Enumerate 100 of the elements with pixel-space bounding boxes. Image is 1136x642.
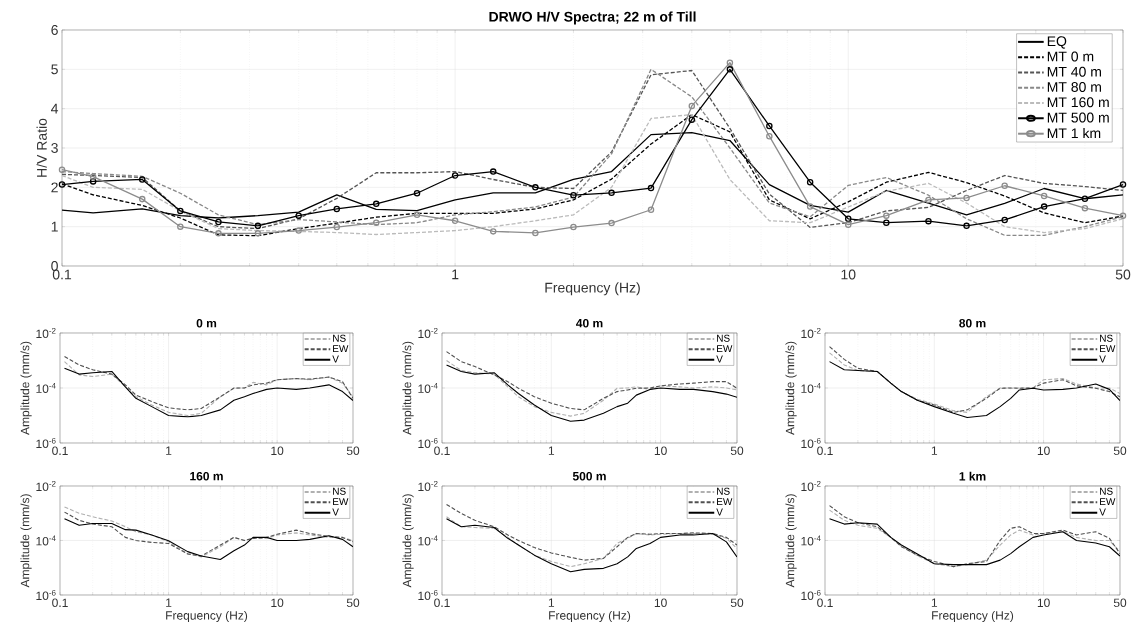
x-tick-label: 10 [1037, 598, 1050, 608]
point [215, 230, 222, 237]
x-axis-title: Frequency (Hz) [166, 610, 248, 623]
legend-label: V [1099, 508, 1106, 516]
y-tick-label: 10$^{-2}$ [418, 327, 438, 339]
legend-label: EW [1100, 345, 1116, 353]
legend-label: MT 500 m [1047, 112, 1109, 123]
y-axis-title: Amplitude (mm/s) [20, 341, 32, 435]
x-tick-label: 10 [271, 598, 284, 608]
x-tick-label: 50 [730, 598, 744, 608]
x-axis-title: Frequency (Hz) [932, 610, 1014, 623]
point [726, 66, 734, 73]
point [963, 222, 970, 230]
point [138, 176, 146, 183]
x-tick-label: 0.1 [817, 598, 833, 608]
point [883, 212, 890, 219]
x-tick-label: 50 [346, 446, 360, 456]
legend-label: MT 80 m [1047, 82, 1101, 92]
x-tick-label: 10 [654, 446, 667, 456]
y-tick-label: 10$^{-4}$ [801, 535, 821, 546]
point [925, 217, 932, 225]
point [413, 189, 421, 197]
y-tick-label: 10$^{-2}$ [418, 480, 438, 492]
y-tick-label: 10$^{-2}$ [801, 327, 821, 339]
y-tick-label: 10$^{-4}$ [36, 535, 56, 546]
legend-label: V [332, 508, 339, 516]
point [138, 195, 146, 203]
chart-title: 1 km [959, 471, 986, 481]
legend-label: MT 160 m [1047, 97, 1109, 108]
x-tick-label: 50 [1113, 446, 1127, 456]
chart-title: 160 m [190, 471, 223, 481]
chart-title: 500 m [572, 471, 606, 481]
y-tick-label: 10$^{-2}$ [36, 480, 56, 492]
point [1040, 192, 1048, 200]
y-tick-label: 10$^{-4}$ [418, 535, 438, 546]
legend-label: NS [1100, 487, 1113, 495]
point [532, 184, 539, 191]
point [608, 219, 615, 227]
y-tick-label: 10$^{-2}$ [801, 480, 821, 492]
point [177, 207, 184, 215]
y-tick-label: 4 [51, 103, 59, 114]
point [1001, 216, 1008, 224]
y-tick-label: 2 [51, 182, 58, 193]
point [806, 178, 814, 186]
legend-label: MT 40 m [1047, 66, 1101, 77]
point [1081, 204, 1089, 212]
point [1081, 195, 1089, 202]
x-tick-label: 0.1 [52, 269, 72, 280]
x-tick-label: 50 [1113, 598, 1127, 608]
y-tick-label: 3 [51, 143, 58, 153]
y-axis-title: Amplitude (mm/s) [402, 494, 414, 588]
point [1040, 203, 1048, 210]
legend-label: V [332, 355, 339, 363]
legend-label: NS [717, 487, 730, 495]
legend-label: V [716, 508, 723, 516]
point [489, 168, 497, 175]
legend-label: NS [333, 334, 346, 342]
point [1001, 182, 1008, 189]
legend-label: V [716, 355, 723, 363]
legend-label: NS [1100, 334, 1113, 342]
point [451, 217, 459, 225]
chart-title: DRWO H/V Spectra; 22 m of Till [489, 11, 696, 25]
x-tick-label: 1 [931, 598, 938, 607]
point [883, 219, 890, 226]
y-axis-title: Amplitude (mm/s) [402, 341, 414, 435]
point [608, 189, 615, 197]
x-tick-label: 10 [654, 598, 667, 608]
x-tick-label: 10 [271, 446, 284, 456]
point [647, 184, 655, 192]
y-tick-label: 10$^{-2}$ [36, 327, 56, 339]
point [688, 116, 696, 123]
point [254, 230, 262, 237]
point [372, 219, 380, 226]
point [532, 229, 539, 237]
y-tick-label: 10$^{-4}$ [418, 383, 438, 393]
point [766, 132, 773, 140]
x-tick-label: 50 [346, 598, 360, 608]
x-tick-label: 1 [166, 598, 172, 607]
x-tick-label: 1 [548, 598, 555, 607]
legend-label: EW [333, 345, 349, 353]
point [647, 206, 655, 213]
legend-label: NS [717, 334, 730, 342]
point [806, 203, 814, 210]
legend-label: V [1099, 355, 1106, 363]
x-tick-label: 1 [452, 269, 459, 280]
point [844, 221, 852, 228]
x-tick-label: 0.1 [52, 446, 68, 456]
chart-title: 80 m [959, 318, 986, 328]
y-tick-label: 0 [51, 261, 58, 271]
point [372, 200, 380, 208]
legend-label: EW [333, 498, 349, 506]
x-tick-label: 1 [166, 446, 172, 455]
point [333, 223, 341, 231]
point [295, 227, 302, 234]
x-tick-label: 0.1 [52, 598, 68, 608]
y-axis-title: H/V Ratio [36, 118, 47, 177]
x-tick-label: 0.1 [434, 446, 450, 456]
y-tick-label: 1 [51, 221, 58, 232]
legend-label: EW [1100, 498, 1116, 506]
legend-label: EW [717, 345, 733, 353]
